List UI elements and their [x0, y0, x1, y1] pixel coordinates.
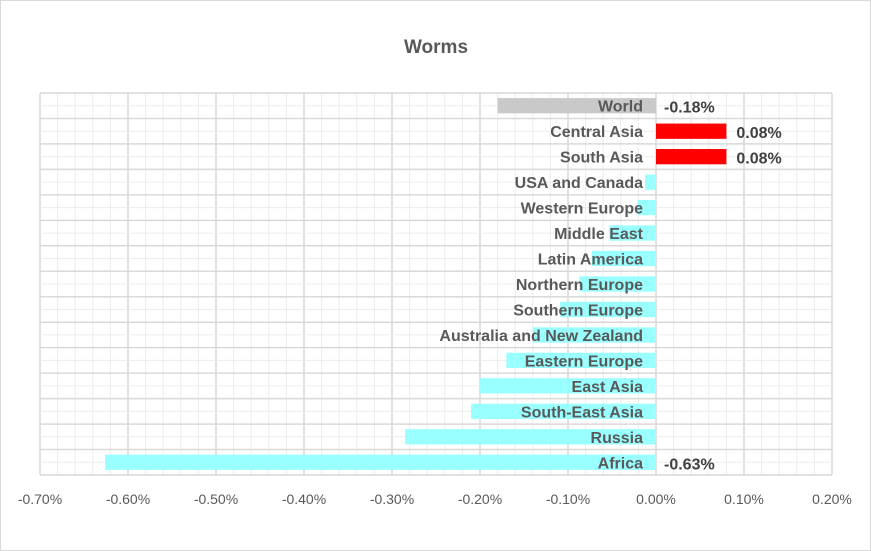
- x-tick-label: -0.10%: [546, 491, 590, 507]
- category-label: Western Europe: [521, 201, 644, 218]
- x-tick-label: -0.70%: [18, 491, 62, 507]
- bar-east-asia: [480, 378, 656, 394]
- bar-south-east-asia: [471, 403, 656, 419]
- bar-northern-europe: [579, 276, 656, 292]
- data-label: -0.63%: [664, 456, 715, 473]
- category-label: South Asia: [560, 150, 643, 167]
- x-tick-label: -0.50%: [194, 491, 238, 507]
- bar-south-asia: [656, 149, 727, 165]
- category-label: Southern Europe: [513, 302, 643, 319]
- data-labels: -0.18% 0.08% 0.08% -0.63%: [664, 100, 782, 474]
- category-label: Russia: [591, 430, 644, 447]
- x-tick-label: -0.60%: [106, 491, 150, 507]
- bar-africa: [105, 454, 657, 470]
- bars: [105, 98, 727, 470]
- x-axis-ticks: -0.70% -0.60% -0.50% -0.40% -0.30% -0.20% -0.1…: [18, 491, 852, 507]
- bar-australia-and-new-zealand: [532, 327, 656, 343]
- bar-eastern-europe: [506, 352, 656, 369]
- bar-latin-america: [591, 250, 656, 267]
- bar-russia: [405, 429, 656, 445]
- category-label: Middle East: [554, 226, 644, 243]
- x-tick-label: -0.40%: [282, 491, 326, 507]
- category-label: World: [598, 99, 643, 116]
- bar-middle-east: [609, 225, 656, 241]
- category-label: USA and Canada: [515, 175, 643, 192]
- category-label: South-East Asia: [521, 404, 643, 421]
- bar-western-europe: [637, 199, 656, 216]
- category-label: Eastern Europe: [525, 353, 643, 370]
- category-labels: World Central Asia South Asia USA and Canad…: [439, 99, 643, 473]
- data-label: 0.08%: [736, 151, 781, 168]
- category-label: East Asia: [572, 379, 644, 396]
- x-tick-label: -0.30%: [370, 491, 414, 507]
- bar-southern-europe: [560, 301, 656, 318]
- category-label: Australia and New Zealand: [439, 328, 643, 345]
- data-label: 0.08%: [736, 125, 781, 142]
- category-label: Latin America: [538, 252, 643, 269]
- x-tick-label: 0.20%: [812, 491, 852, 507]
- category-label: Central Asia: [550, 124, 643, 141]
- x-tick-label: -0.20%: [458, 491, 502, 507]
- data-label: -0.18%: [664, 100, 715, 117]
- bar-world: [497, 98, 656, 114]
- x-tick-label: 0.10%: [724, 491, 764, 507]
- x-tick-label: 0.00%: [636, 491, 676, 507]
- category-label: Northern Europe: [516, 277, 643, 294]
- category-label: Africa: [598, 455, 643, 472]
- chart-title: Worms: [404, 37, 468, 58]
- bar-usa-and-canada: [645, 174, 656, 190]
- bar-central-asia: [656, 123, 727, 139]
